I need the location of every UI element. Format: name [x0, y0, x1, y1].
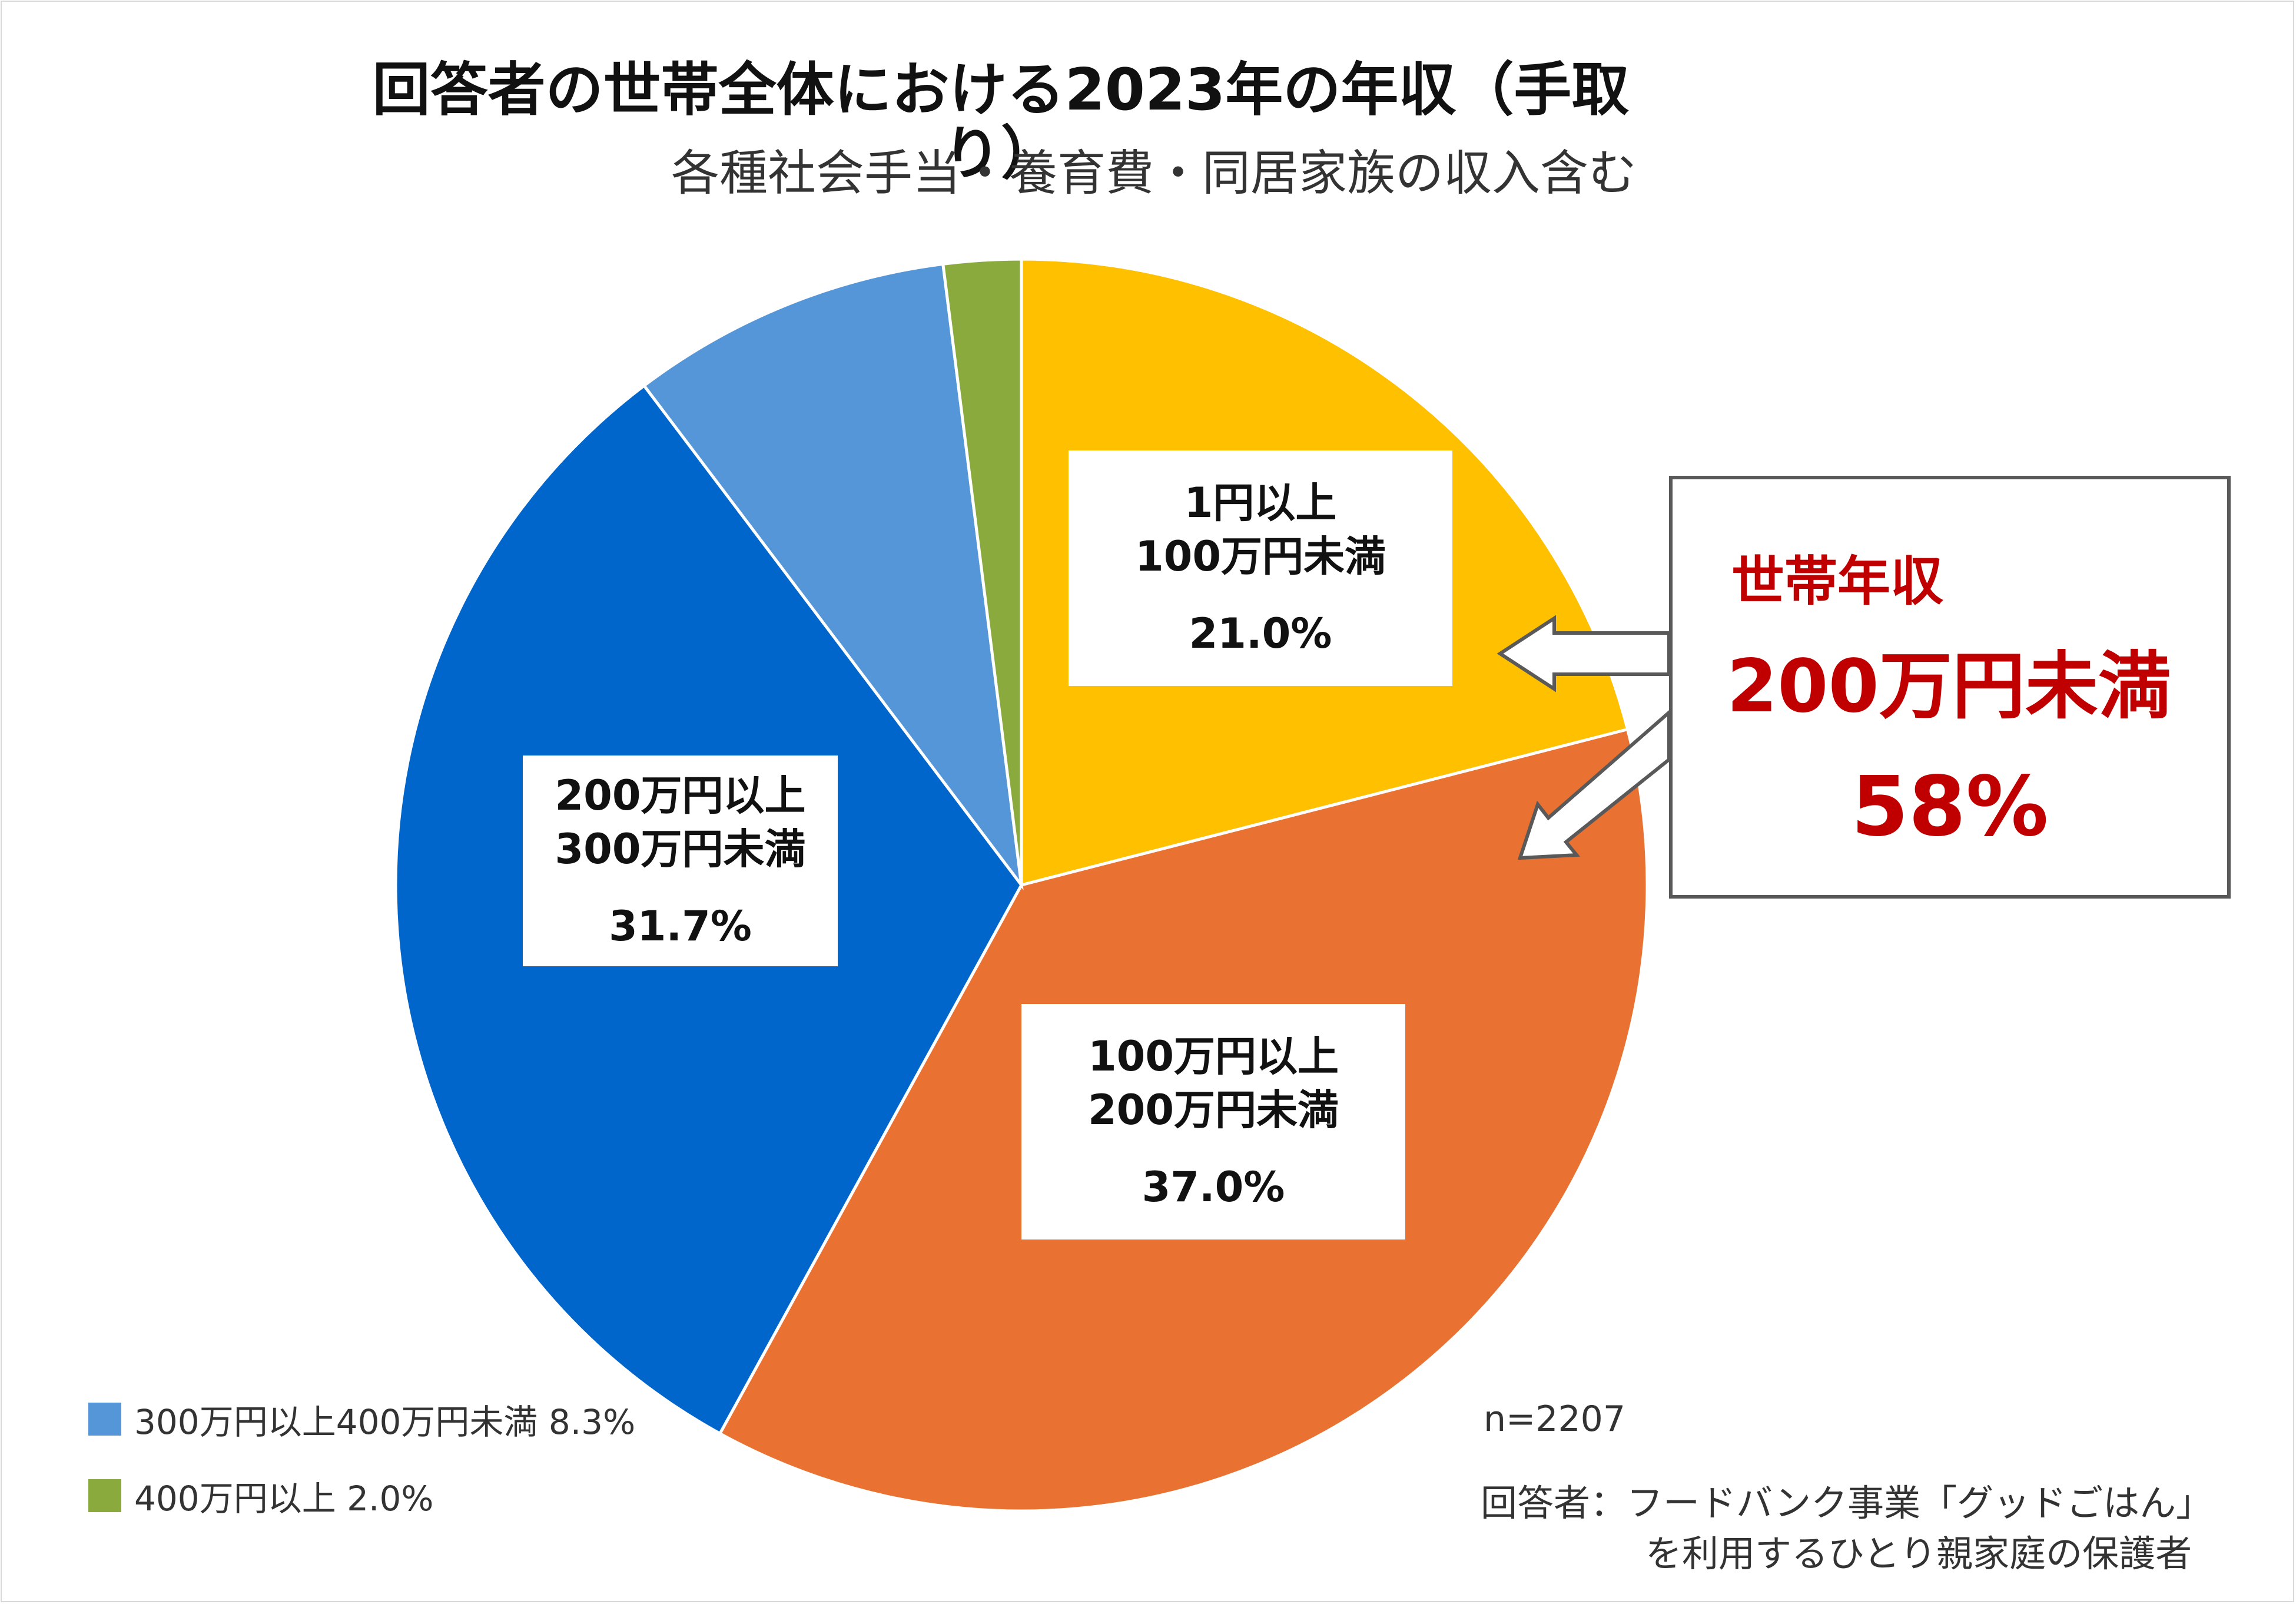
chart-subtitle: 各種社会手当・養育費・同居家族の収入含む: [671, 145, 1637, 201]
slice-label-3-line2: 300万円未満: [555, 824, 806, 873]
callout-range: 200万円未満: [1727, 644, 2171, 729]
legend-label: 400万円以上 2.0%: [134, 1479, 434, 1519]
legend-swatch: [88, 1403, 121, 1436]
slice-label-2-pct: 37.0%: [1142, 1162, 1285, 1211]
callout-arrows: [1497, 615, 1671, 860]
legend-item: 300万円以上400万円未満 8.3%: [88, 1401, 635, 1442]
slice-label-3: 200万円以上 300万円未満 31.7%: [523, 755, 838, 966]
legend-swatch: [88, 1479, 121, 1512]
respondent-line-2: を利用するひとり親家庭の保護者: [1645, 1532, 2192, 1575]
callout-box: 世帯年収 200万円未満 58%: [1669, 476, 2231, 899]
slice-label-3-pct: 31.7%: [609, 902, 752, 950]
sample-size: n=2207: [1484, 1398, 1625, 1440]
callout-heading: 世帯年収: [1731, 551, 1943, 612]
slice-label-1-line2: 100万円未満: [1134, 532, 1386, 581]
chart-title: 回答者の世帯全体における2023年の年収（手取り）: [372, 57, 1630, 187]
legend-label: 300万円以上400万円未満 8.3%: [134, 1402, 636, 1442]
slice-label-1-pct: 21.0%: [1189, 609, 1332, 658]
slice-label-3-line1: 200万円以上: [555, 771, 806, 820]
slice-label-2-line1: 100万円以上: [1087, 1032, 1339, 1081]
pie-slice: [941, 257, 1023, 886]
slice-label-1: 1円以上 100万円未満 21.0%: [1069, 450, 1452, 686]
legend-item: 400万円以上 2.0%: [88, 1478, 635, 1519]
respondent-line-1: 回答者：フードバンク事業「グッドごはん」: [1481, 1482, 2213, 1525]
slice-label-2-line2: 200万円未満: [1087, 1085, 1339, 1134]
legend: 300万円以上400万円未満 8.3% 400万円以上 2.0%: [88, 1401, 635, 1555]
slice-label-2: 100万円以上 200万円未満 37.0%: [1021, 1004, 1405, 1240]
callout-percent: 58%: [1851, 759, 2049, 855]
arrow-to-slice-1: [1497, 615, 1671, 692]
arrow-to-slice-2: [1517, 708, 1671, 860]
slice-label-1-line1: 1円以上: [1184, 478, 1337, 527]
pie-slice: [642, 262, 1024, 890]
respondent-note: 回答者：フードバンク事業「グッドごはん」 を利用するひとり親家庭の保護者: [1481, 1478, 2212, 1579]
